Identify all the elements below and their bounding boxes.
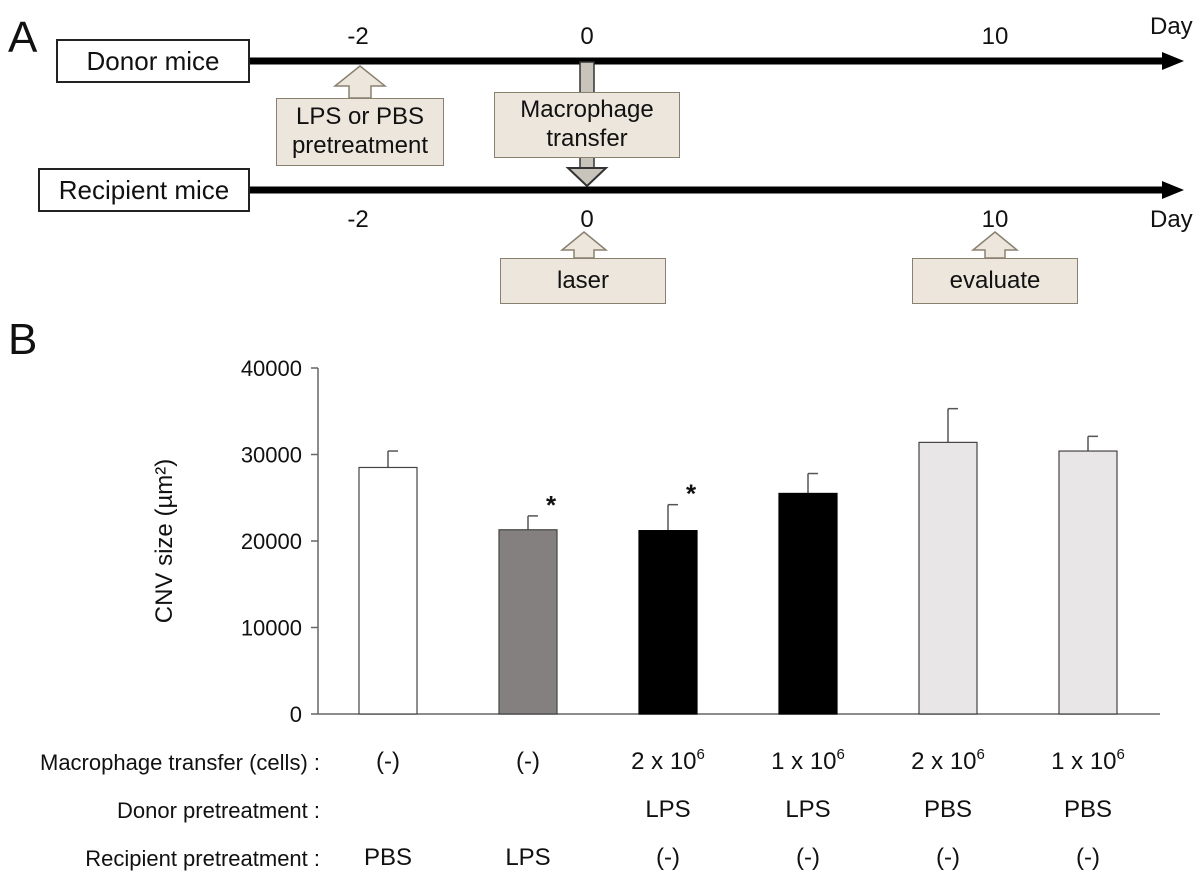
- donor-arrowhead: [1162, 52, 1184, 70]
- recipient-cell: (-): [936, 844, 960, 871]
- recipient-cell: LPS: [505, 844, 551, 871]
- transfer-cell: 1 x 106: [1051, 746, 1125, 775]
- bar: [1058, 450, 1118, 715]
- y-tick-label: 40000: [241, 356, 302, 381]
- donor-mice-box: Donor mice: [56, 39, 250, 83]
- donor-tick-10: 10: [981, 23, 1009, 50]
- bar: [918, 441, 978, 715]
- timeline-arrows: [250, 52, 1184, 259]
- exponent: 6: [836, 746, 845, 763]
- y-axis-label: CNV size (µm²): [151, 459, 178, 623]
- recipient-day-label: Day: [1150, 206, 1193, 233]
- macrophage-transfer-callout: Macrophage transfer: [494, 92, 680, 158]
- pretreatment-line2: pretreatment: [291, 132, 429, 159]
- recipient-cell: (-): [656, 844, 680, 871]
- y-tick-label: 30000: [241, 443, 302, 468]
- transfer-cell: 2 x 106: [631, 746, 705, 775]
- recipient-cell: (-): [1076, 844, 1100, 871]
- bar: [498, 529, 558, 715]
- recipient-tick-10: 10: [981, 206, 1009, 233]
- bar: [638, 530, 698, 715]
- evaluate-arrow: [970, 231, 1020, 259]
- donor-tick-0: 0: [580, 23, 594, 50]
- recipient-cell: (-): [796, 844, 820, 871]
- recipient-tick-minus2: -2: [347, 206, 369, 233]
- exponent: 6: [696, 746, 705, 763]
- row-label-transfer: Macrophage transfer (cells) :: [40, 750, 320, 775]
- pretreatment-callout: LPS or PBS pretreatment: [276, 98, 444, 166]
- row-label-donor: Donor pretreatment :: [117, 798, 320, 823]
- exponent: 6: [1116, 746, 1125, 763]
- y-tick-label: 20000: [241, 529, 302, 554]
- y-tick-label: 10000: [241, 616, 302, 641]
- donor-cell: LPS: [645, 796, 691, 823]
- transfer-cell: 2 x 106: [911, 746, 985, 775]
- donor-cell: PBS: [923, 796, 973, 823]
- significance-star: *: [546, 490, 557, 520]
- transfer-cell: 1 x 106: [771, 746, 845, 775]
- exponent: 6: [976, 746, 985, 763]
- significance-star: *: [686, 479, 697, 509]
- recipient-cell: PBS: [363, 844, 413, 871]
- evaluate-callout: evaluate: [912, 258, 1078, 304]
- donor-cell: PBS: [1063, 796, 1113, 823]
- laser-arrow: [559, 231, 609, 259]
- transfer-line2: transfer: [546, 125, 628, 152]
- pretreatment-line1: LPS or PBS: [295, 103, 425, 131]
- transfer-cell: (-): [516, 748, 540, 775]
- bar: [778, 492, 838, 715]
- cnv-bar-chart: 0 10000 20000 30000 40000 CNV size (µm²) * *: [151, 356, 1160, 727]
- transfer-arrowhead: [565, 167, 609, 188]
- row-label-recipient: Recipient pretreatment :: [85, 846, 320, 871]
- donor-day-label: Day: [1150, 13, 1193, 40]
- transfer-line1: Macrophage: [520, 96, 654, 124]
- laser-callout: laser: [500, 258, 666, 304]
- pretreatment-arrow: [332, 65, 388, 99]
- recipient-tick-0: 0: [580, 206, 594, 233]
- transfer-cell: (-): [376, 748, 400, 775]
- recipient-arrowhead: [1162, 181, 1184, 199]
- y-tick-label: 0: [290, 702, 302, 727]
- donor-tick-minus2: -2: [347, 23, 369, 50]
- bar: [358, 466, 418, 715]
- recipient-mice-box: Recipient mice: [38, 168, 250, 212]
- panel-a-label: A: [8, 13, 38, 62]
- panel-b-label: B: [8, 315, 38, 364]
- donor-cell: LPS: [785, 796, 831, 823]
